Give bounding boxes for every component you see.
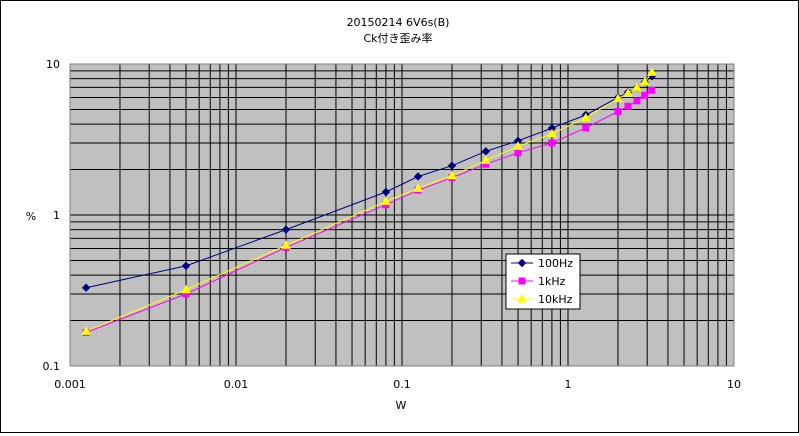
data-point: [646, 67, 657, 76]
data-point: [481, 147, 491, 156]
chart-subtitle: Ck付き歪み率: [363, 31, 432, 45]
data-point: [547, 128, 557, 138]
y-axis-label: %: [26, 210, 36, 223]
legend-marker: [518, 277, 526, 285]
x-tick-label: 10: [727, 378, 741, 391]
y-tick-label: 1: [53, 209, 60, 222]
legend-marker: [517, 293, 527, 303]
x-tick-label: 0.1: [393, 378, 411, 391]
y-tick-label: 0.1: [43, 360, 61, 373]
data-point: [381, 187, 391, 197]
legend-marker: [517, 258, 527, 268]
x-tick-label: 1: [565, 378, 572, 391]
data-point: [648, 86, 656, 94]
data-point: [447, 170, 457, 180]
y-tick-label: 10: [46, 58, 60, 71]
data-point: [641, 91, 649, 99]
plot-border: [69, 63, 735, 367]
series-layer: [81, 67, 657, 336]
legend-label: 100Hz: [538, 257, 573, 270]
data-point: [447, 161, 457, 170]
legend-label: 10kHz: [538, 293, 573, 306]
chart-title: 20150214 6V6s(B): [347, 16, 450, 29]
x-tick-labels: 0.001 0.01 0.1 1 10: [54, 378, 741, 391]
data-point: [614, 107, 622, 115]
data-point: [513, 141, 523, 150]
data-point: [582, 124, 590, 132]
data-point: [580, 112, 591, 122]
data-point: [281, 240, 291, 249]
series-10kHz: [81, 67, 657, 335]
data-point: [281, 225, 291, 234]
data-point: [639, 76, 650, 86]
x-tick-label: 0.001: [54, 378, 86, 391]
data-point: [632, 82, 642, 91]
grid-lines: [69, 63, 735, 367]
x-tick-label: 0.01: [224, 378, 249, 391]
legend: 100Hz 1kHz 10kHz: [505, 253, 581, 310]
x-axis-label: W: [396, 399, 407, 412]
data-point: [81, 283, 91, 292]
data-point: [633, 97, 641, 105]
data-point: [413, 172, 423, 181]
data-point: [381, 196, 391, 205]
data-point: [624, 102, 632, 110]
data-point: [623, 88, 633, 97]
data-point: [81, 326, 91, 335]
data-point: [480, 155, 491, 164]
data-point: [514, 149, 522, 157]
y-tick-labels: 0.1 1 10: [43, 58, 61, 373]
legend-label: 1kHz: [538, 275, 566, 288]
data-point: [548, 139, 556, 147]
data-point: [613, 93, 623, 103]
data-point: [413, 183, 423, 192]
data-point: [181, 284, 191, 294]
data-point: [181, 261, 191, 271]
